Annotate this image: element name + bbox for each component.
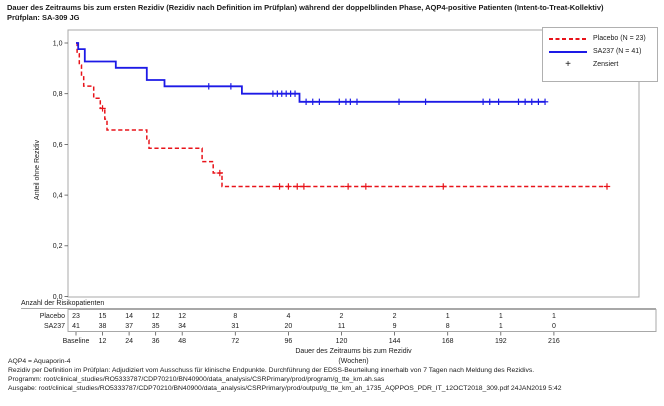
sa237-solid-line-icon bbox=[549, 47, 587, 56]
y-tick-label: 1,0 bbox=[53, 40, 63, 47]
risk-table-box bbox=[67, 309, 657, 332]
legend-label: Zensiert bbox=[593, 61, 619, 68]
legend-label: Placebo (N = 23) bbox=[593, 35, 646, 42]
y-tick-label: 0,4 bbox=[53, 193, 63, 200]
plot-frame bbox=[67, 29, 640, 298]
y-tick-label: 0,6 bbox=[53, 142, 63, 149]
y-tick-label: 0,8 bbox=[53, 91, 63, 98]
km-curve-sa237 bbox=[76, 42, 545, 103]
y-axis-title: Anteil ohne Rezidiv bbox=[34, 140, 41, 200]
page-subtitle: Prüfplan: SA-309 JG bbox=[7, 12, 80, 22]
y-tick-label: 0,0 bbox=[53, 294, 63, 301]
censored-plus-icon: + bbox=[565, 59, 571, 70]
legend-item-placebo: Placebo (N = 23) bbox=[549, 32, 657, 45]
km-curve-placebo bbox=[76, 42, 607, 188]
legend-item-sa237: SA237 (N = 41) bbox=[549, 45, 657, 58]
legend-item-censored: + Zensiert bbox=[549, 58, 657, 71]
page-title: Dauer des Zeitraums bis zum ersten Rezid… bbox=[7, 3, 604, 12]
legend-box: Placebo (N = 23) SA237 (N = 41) + Zensie… bbox=[542, 27, 658, 82]
y-tick-label: 0,2 bbox=[53, 243, 63, 250]
placebo-dashed-line-icon bbox=[549, 34, 587, 43]
legend-label: SA237 (N = 41) bbox=[593, 48, 642, 55]
